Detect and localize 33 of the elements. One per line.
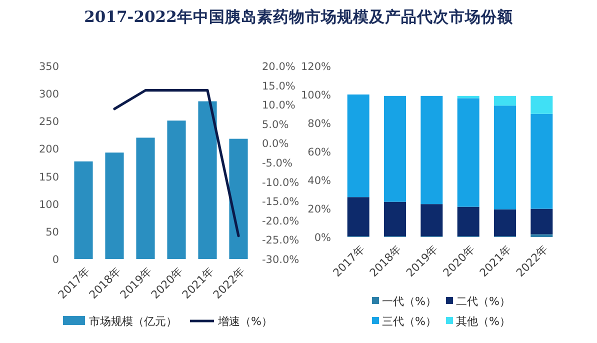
y2-tick-label: 10.0% <box>262 100 296 112</box>
y-tick-label: 350 <box>38 61 59 73</box>
y-tick-label: 0% <box>314 232 332 244</box>
y-tick-label: 300 <box>38 88 59 101</box>
y-tick-label: 40% <box>308 175 332 187</box>
y2-tick-label: -25.0% <box>262 234 300 247</box>
y2-tick-label: -30.0% <box>262 254 300 266</box>
legend-label: 其他（%） <box>456 315 510 328</box>
y-tick-label: 50 <box>46 226 59 238</box>
y-tick-label: 60% <box>308 146 332 158</box>
y2-tick-label: 5.0% <box>262 118 289 131</box>
y-tick-label: 100 <box>38 198 59 211</box>
legend-label: 市场规模（亿元） <box>89 315 177 328</box>
legend-label: 二代（%） <box>456 295 510 308</box>
legend-label: 一代（%） <box>382 295 436 308</box>
y-tick-label: 20% <box>308 204 332 216</box>
y2-tick-label: -5.0% <box>262 158 292 170</box>
text: 2017-2022年中国胰岛素药物市场规模及产品代次市场份额 <box>84 7 514 26</box>
legend-label: 增速（%） <box>217 315 272 328</box>
y-tick-label: 120% <box>300 61 332 73</box>
y2-tick-label: 0.0% <box>262 138 289 150</box>
y-tick-label: 250 <box>38 116 59 128</box>
y2-tick-label: -15.0% <box>262 196 300 208</box>
y2-tick-label: 15.0% <box>262 80 296 92</box>
y-tick-label: 150 <box>38 171 59 184</box>
y-tick-label: 0 <box>52 254 59 266</box>
y-tick-label: 80% <box>308 118 332 130</box>
y2-tick-label: -10.0% <box>262 176 300 189</box>
y2-tick-label: -20.0% <box>262 215 300 228</box>
legend-label: 三代（%） <box>382 315 436 328</box>
y-tick-label: 100% <box>300 90 332 102</box>
y2-tick-label: 20.0% <box>262 61 296 73</box>
y-tick-label: 200 <box>38 144 59 156</box>
